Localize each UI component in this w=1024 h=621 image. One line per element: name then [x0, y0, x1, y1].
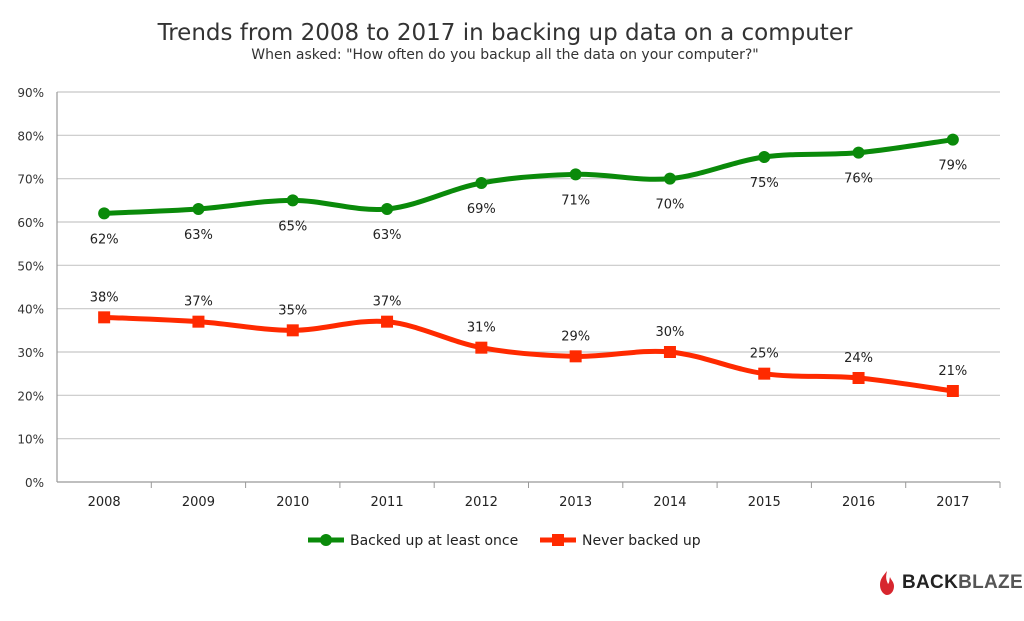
data-label: 24% [844, 351, 873, 366]
data-point [569, 350, 582, 363]
y-tick-label: 10% [17, 433, 44, 447]
y-tick-label: 60% [17, 216, 44, 230]
data-label: 76% [844, 172, 873, 187]
y-tick-label: 20% [17, 389, 44, 403]
data-point [758, 367, 771, 380]
y-tick-label: 70% [17, 173, 44, 187]
data-point [475, 177, 488, 189]
data-label: 65% [278, 219, 307, 234]
x-tick-label: 2013 [559, 495, 592, 510]
x-tick-label: 2016 [842, 495, 875, 510]
data-label: 62% [90, 232, 119, 247]
y-tick-label: 50% [17, 259, 44, 273]
logo-text-back: BACK [902, 572, 959, 593]
data-point [852, 146, 865, 159]
data-label: 37% [373, 295, 402, 310]
y-tick-label: 30% [17, 346, 44, 360]
data-label: 79% [938, 159, 967, 174]
y-tick-label: 90% [17, 86, 44, 100]
data-point [946, 133, 959, 146]
x-tick-label: 2009 [182, 495, 215, 510]
data-point [381, 203, 394, 215]
y-tick-label: 40% [17, 303, 44, 317]
data-label: 71% [561, 193, 590, 208]
y-tick-label: 80% [17, 129, 44, 143]
data-label: 37% [184, 295, 213, 310]
chart-title: Trends from 2008 to 2017 in backing up d… [157, 20, 853, 46]
x-tick-label: 2011 [371, 495, 404, 510]
legend-label: Never backed up [582, 533, 701, 549]
data-label: 75% [750, 176, 779, 191]
data-label: 35% [278, 303, 307, 318]
data-point [852, 372, 865, 384]
data-point [663, 346, 676, 358]
legend-label: Backed up at least once [350, 533, 518, 549]
data-label: 70% [655, 198, 684, 213]
data-point [475, 341, 488, 354]
x-tick-label: 2008 [88, 495, 121, 510]
data-label: 38% [90, 290, 119, 305]
x-tick-label: 2010 [276, 495, 309, 510]
data-point [98, 311, 111, 324]
data-label: 63% [184, 228, 213, 243]
data-label: 29% [561, 329, 590, 344]
data-point [286, 194, 299, 207]
x-tick-label: 2012 [465, 495, 498, 510]
logo-text-blaze: BLAZE [958, 572, 1023, 593]
x-tick-label: 2017 [936, 495, 969, 510]
y-tick-label: 0% [25, 476, 44, 490]
chart-subtitle: When asked: "How often do you backup all… [251, 47, 759, 63]
data-point [663, 172, 676, 185]
data-label: 63% [373, 228, 402, 243]
data-point [946, 385, 959, 397]
series-line-0 [104, 137, 954, 216]
data-label: 21% [938, 364, 967, 379]
data-label: 30% [655, 325, 684, 340]
data-label: 69% [467, 202, 496, 217]
legend-marker [320, 534, 332, 546]
data-point [569, 168, 582, 181]
data-point [286, 324, 299, 337]
data-point [192, 315, 205, 328]
data-point [192, 203, 205, 215]
data-point [758, 151, 771, 163]
x-tick-label: 2015 [748, 495, 781, 510]
data-label: 31% [467, 321, 496, 336]
series-line-1 [104, 314, 954, 394]
data-label: 25% [750, 347, 779, 362]
backblaze-logo: BACKBLAZE [878, 570, 1023, 596]
data-point [381, 315, 394, 328]
legend-marker [552, 534, 564, 546]
data-point [98, 207, 111, 220]
x-tick-label: 2014 [653, 495, 686, 510]
flame-icon [880, 571, 894, 595]
